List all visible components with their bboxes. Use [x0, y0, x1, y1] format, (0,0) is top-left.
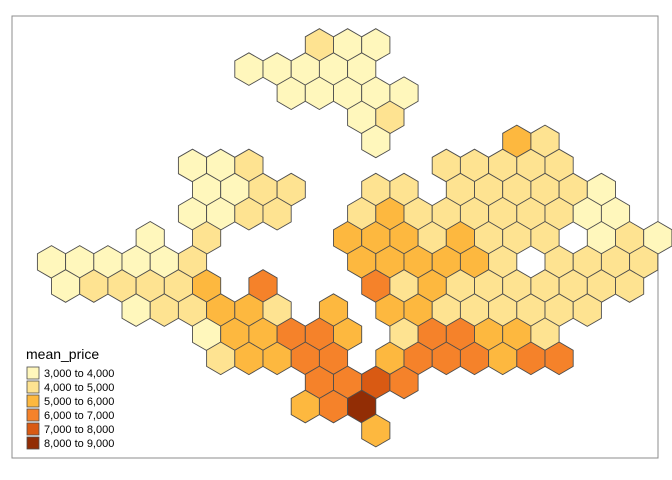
hex-cell — [234, 52, 264, 86]
legend: mean_price 3,000 to 4,000 4,000 to 5,000 5… — [26, 346, 114, 450]
hex-cell — [361, 413, 391, 448]
hex-cell — [544, 341, 574, 376]
legend-swatch — [26, 408, 40, 422]
hex-cell — [389, 365, 419, 400]
legend-swatch — [26, 436, 40, 450]
legend-swatch — [26, 394, 40, 408]
legend-label: 8,000 to 9,000 — [44, 438, 114, 450]
legend-label: 7,000 to 8,000 — [44, 424, 114, 436]
legend-swatch — [26, 380, 40, 394]
legend-label: 3,000 to 4,000 — [44, 368, 114, 380]
legend-label: 4,000 to 5,000 — [44, 382, 114, 394]
legend-label: 6,000 to 7,000 — [44, 410, 114, 422]
hex-cell — [361, 124, 391, 159]
legend-items: 3,000 to 4,000 4,000 to 5,000 5,000 to 6,0… — [26, 366, 114, 450]
hex-layer — [36, 28, 672, 448]
hex-cell — [615, 269, 645, 303]
hex-cell — [262, 196, 292, 231]
legend-label: 5,000 to 6,000 — [44, 396, 114, 408]
legend-swatch — [26, 366, 40, 380]
legend-swatch — [26, 422, 40, 436]
hex-cell — [572, 293, 602, 327]
legend-title: mean_price — [26, 346, 99, 362]
